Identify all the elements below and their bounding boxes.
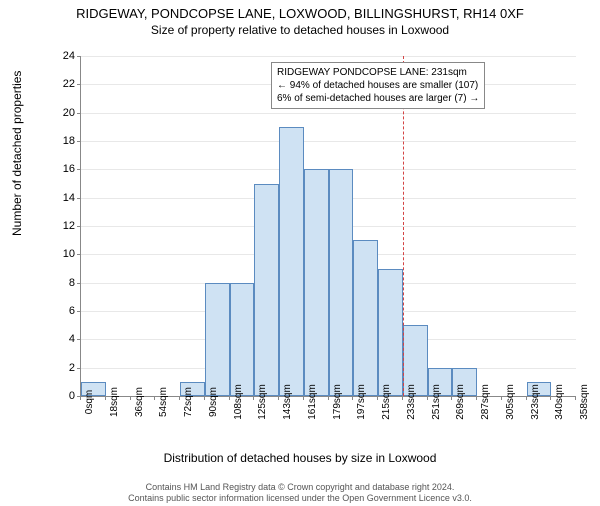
x-tick xyxy=(204,396,205,400)
y-tick-label: 20 xyxy=(53,107,75,119)
x-tick xyxy=(550,396,551,400)
x-tick-label: 143sqm xyxy=(282,384,293,420)
x-tick-label: 179sqm xyxy=(332,384,343,420)
x-tick-label: 197sqm xyxy=(356,384,367,420)
x-tick xyxy=(80,396,81,400)
x-tick xyxy=(179,396,180,400)
x-tick-label: 90sqm xyxy=(208,387,219,417)
y-tick xyxy=(77,283,81,284)
footer-line: Contains public sector information licen… xyxy=(0,493,600,504)
x-tick-label: 233sqm xyxy=(406,384,417,420)
histogram-bar xyxy=(230,283,255,396)
x-tick xyxy=(328,396,329,400)
x-tick xyxy=(427,396,428,400)
x-tick xyxy=(501,396,502,400)
y-tick xyxy=(77,339,81,340)
gridline xyxy=(81,141,576,142)
callout-line: 6% of semi-detached houses are larger (7… xyxy=(277,92,479,105)
x-tick-label: 251sqm xyxy=(431,384,442,420)
histogram-bar xyxy=(205,283,230,396)
histogram-bar xyxy=(329,169,354,396)
x-tick xyxy=(377,396,378,400)
x-tick-label: 0sqm xyxy=(84,390,95,414)
x-tick xyxy=(253,396,254,400)
x-tick xyxy=(402,396,403,400)
x-tick xyxy=(278,396,279,400)
y-tick xyxy=(77,311,81,312)
histogram-bar xyxy=(279,127,304,396)
y-axis-label: Number of detached properties xyxy=(10,71,24,236)
y-tick-label: 16 xyxy=(53,163,75,175)
x-tick xyxy=(130,396,131,400)
chart-area: RIDGEWAY PONDCOPSE LANE: 231sqm← 94% of … xyxy=(55,56,575,426)
x-tick-label: 108sqm xyxy=(233,384,244,420)
x-tick-label: 161sqm xyxy=(307,384,318,420)
y-tick xyxy=(77,368,81,369)
x-tick-label: 36sqm xyxy=(134,387,145,417)
x-tick xyxy=(303,396,304,400)
x-tick-label: 340sqm xyxy=(554,384,565,420)
y-tick-label: 8 xyxy=(53,277,75,289)
x-tick xyxy=(575,396,576,400)
histogram-bar xyxy=(378,269,403,397)
histogram-bar xyxy=(254,184,279,397)
page-title: RIDGEWAY, PONDCOPSE LANE, LOXWOOD, BILLI… xyxy=(0,6,600,21)
x-tick xyxy=(451,396,452,400)
y-tick-label: 24 xyxy=(53,50,75,62)
x-tick xyxy=(105,396,106,400)
y-tick-label: 14 xyxy=(53,192,75,204)
y-tick-label: 2 xyxy=(53,362,75,374)
gridline xyxy=(81,113,576,114)
x-tick xyxy=(229,396,230,400)
x-tick xyxy=(476,396,477,400)
y-tick xyxy=(77,56,81,57)
y-tick-label: 4 xyxy=(53,333,75,345)
y-tick xyxy=(77,84,81,85)
y-tick xyxy=(77,113,81,114)
y-tick-label: 12 xyxy=(53,220,75,232)
x-tick-label: 269sqm xyxy=(455,384,466,420)
y-tick xyxy=(77,198,81,199)
x-tick-label: 125sqm xyxy=(257,384,268,420)
callout-line: ← 94% of detached houses are smaller (10… xyxy=(277,79,479,92)
y-tick xyxy=(77,169,81,170)
x-tick xyxy=(526,396,527,400)
x-tick-label: 358sqm xyxy=(579,384,590,420)
y-tick-label: 22 xyxy=(53,78,75,90)
histogram-plot: RIDGEWAY PONDCOPSE LANE: 231sqm← 94% of … xyxy=(80,56,576,397)
x-tick-label: 18sqm xyxy=(109,387,120,417)
x-tick-label: 54sqm xyxy=(158,387,169,417)
property-callout: RIDGEWAY PONDCOPSE LANE: 231sqm← 94% of … xyxy=(271,62,485,109)
y-tick-label: 0 xyxy=(53,390,75,402)
page-subtitle: Size of property relative to detached ho… xyxy=(0,23,600,37)
footer-line: Contains HM Land Registry data © Crown c… xyxy=(0,482,600,493)
x-tick xyxy=(154,396,155,400)
callout-line: RIDGEWAY PONDCOPSE LANE: 231sqm xyxy=(277,66,479,79)
y-tick xyxy=(77,226,81,227)
histogram-bar xyxy=(353,240,378,396)
footer-attribution: Contains HM Land Registry data © Crown c… xyxy=(0,482,600,504)
y-tick xyxy=(77,254,81,255)
x-tick-label: 305sqm xyxy=(505,384,516,420)
x-tick-label: 287sqm xyxy=(480,384,491,420)
gridline xyxy=(81,56,576,57)
x-tick-label: 215sqm xyxy=(381,384,392,420)
histogram-bar xyxy=(304,169,329,396)
x-tick xyxy=(352,396,353,400)
y-tick-label: 10 xyxy=(53,248,75,260)
x-tick-label: 72sqm xyxy=(183,387,194,417)
y-tick-label: 6 xyxy=(53,305,75,317)
y-tick xyxy=(77,141,81,142)
y-tick-label: 18 xyxy=(53,135,75,147)
x-tick-label: 323sqm xyxy=(530,384,541,420)
x-axis-label: Distribution of detached houses by size … xyxy=(0,451,600,465)
